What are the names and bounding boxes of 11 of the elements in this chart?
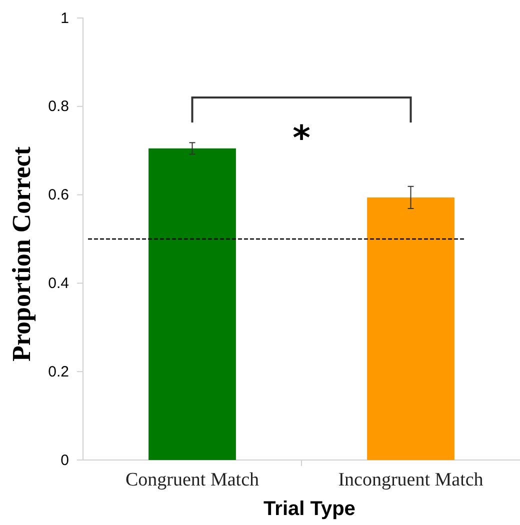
- y-tick-label: 0: [60, 452, 69, 469]
- x-axis-title: Trial Type: [264, 498, 356, 520]
- y-tick-label: 0.4: [48, 275, 69, 292]
- y-tick-label: 0.6: [48, 186, 69, 204]
- annotation: *: [292, 118, 311, 159]
- x-tick-label: Incongruent Match: [338, 469, 484, 490]
- y-tick-label: 0.8: [48, 98, 69, 116]
- y-tick-label: 1: [60, 10, 69, 27]
- y-axis-title: Proportion Correct: [7, 146, 36, 362]
- y-tick-label: 0.2: [48, 363, 69, 380]
- x-tick-label: Congruent Match: [125, 469, 260, 490]
